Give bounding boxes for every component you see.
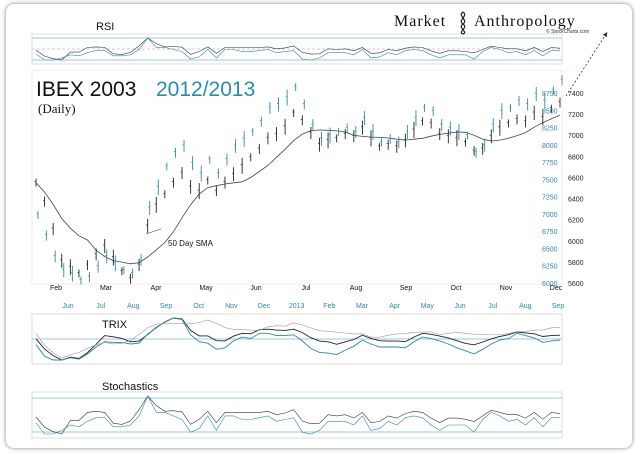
brand-first: Market xyxy=(394,13,446,30)
chart-svg: RSI Market Anthropology © StockCharts.co… xyxy=(31,11,608,439)
x-tick-2012-2013: Jun xyxy=(454,303,465,310)
sma-annotation: 50 Day SMA xyxy=(168,239,214,248)
x-tick-2003: Dec xyxy=(550,285,563,292)
brand-logo: Market Anthropology © StockCharts.com xyxy=(394,11,608,97)
stochastics-label: Stochastics xyxy=(102,381,159,393)
y-tick-2013: 6000 xyxy=(542,281,558,288)
price-panel: IBEX 2003 2012/2013 (Daily) 50 Day SMA 6… xyxy=(31,69,584,310)
y-axis-2012-2013: 6000 6250 6500 6750 7000 7250 7500 7750 8000 8250… xyxy=(542,91,558,288)
y-tick-2003: 6800 xyxy=(568,154,584,161)
bars-2003 xyxy=(34,97,561,284)
trix-signal-line xyxy=(35,319,561,359)
x-tick-2012-2013: Mar xyxy=(356,303,369,310)
projection-arrow xyxy=(565,31,608,97)
y-tick-2003: 6200 xyxy=(568,218,584,225)
x-axis-2003: Feb Mar Apr May Jun Jul Aug Sep Oct Nov Dec xyxy=(50,285,563,292)
trix-panel: TRIX xyxy=(31,313,563,365)
x-tick-2003: Apr xyxy=(151,285,163,292)
x-tick-2012-2013: Apr xyxy=(389,303,401,310)
x-tick-2012-2013: Jul xyxy=(96,303,105,310)
x-tick-2003: Sep xyxy=(400,285,413,292)
y-tick-2003: 7400 xyxy=(568,91,584,98)
y-tick-2013: 7000 xyxy=(542,212,558,219)
x-tick-2012-2013: Jun xyxy=(62,303,73,310)
x-tick-2012-2013: May xyxy=(421,303,435,310)
dna-icon xyxy=(460,11,466,35)
y-tick-2003: 5600 xyxy=(568,281,584,288)
y-tick-2003: 7000 xyxy=(568,133,584,140)
y-tick-2003: 5800 xyxy=(568,260,584,267)
x-tick-2012-2013: Dec xyxy=(258,303,271,310)
stochastics-panel: Stochastics xyxy=(31,381,563,439)
x-tick-2003: Jul xyxy=(302,285,311,292)
x-tick-2003: Aug xyxy=(350,285,363,292)
annotation-pointer xyxy=(145,228,162,235)
x-tick-2012-2013: 2013 xyxy=(289,303,305,310)
x-tick-2012-2013: Aug xyxy=(127,303,140,310)
x-tick-2003: Feb xyxy=(50,285,62,292)
x-tick-2003: May xyxy=(199,285,213,292)
y-tick-2003: 6000 xyxy=(568,239,584,246)
chart-subtitle: (Daily) xyxy=(38,101,76,116)
y-tick-2003: 7200 xyxy=(568,112,584,119)
x-tick-2003: Oct xyxy=(451,285,462,292)
stochastics-line-2003 xyxy=(35,395,561,435)
x-tick-2012-2013: Sep xyxy=(160,303,173,310)
x-tick-2012-2013: Nov xyxy=(225,303,238,310)
brand-sub: © StockCharts.com xyxy=(546,28,589,35)
rsi-line-2003 xyxy=(35,37,561,61)
sma-line xyxy=(35,114,561,265)
rsi-label: RSI xyxy=(96,21,114,33)
x-tick-2012-2013: Jul xyxy=(488,303,497,310)
y-tick-2013: 7750 xyxy=(542,160,558,167)
y-tick-2013: 8000 xyxy=(542,143,558,150)
y-axis-2003: 5600 5800 6000 6200 6400 6600 6800 7000 7200 7400 xyxy=(568,91,584,288)
x-tick-2012-2013: Feb xyxy=(323,303,335,310)
brand-second: Anthropology xyxy=(474,13,576,30)
stochastics-line-2013 xyxy=(35,395,560,435)
rsi-line-2013 xyxy=(35,37,560,61)
y-tick-2013: 7500 xyxy=(542,177,558,184)
x-tick-2012-2013: Sep xyxy=(552,303,565,310)
y-tick-2013: 8500 xyxy=(542,108,558,115)
y-tick-2013: 6500 xyxy=(542,246,558,253)
x-tick-2003: Mar xyxy=(100,285,113,292)
x-axis-2012-2013: Jun Jul Aug Sep Oct Nov Dec 2013 Feb Mar Apr May Jun… xyxy=(62,303,564,310)
x-tick-2012-2013: Oct xyxy=(193,303,204,310)
x-tick-2003: Jun xyxy=(250,285,261,292)
y-tick-2013: 8250 xyxy=(542,126,558,133)
chart-title-comparison: 2012/2013 xyxy=(156,78,255,101)
chart-title: IBEX 2003 xyxy=(36,78,136,101)
chart-frame: RSI Market Anthropology © StockCharts.co… xyxy=(6,4,632,448)
y-tick-2013: 7250 xyxy=(542,195,558,202)
y-tick-2013: 6750 xyxy=(542,229,558,236)
y-tick-2003: 6600 xyxy=(568,175,584,182)
trix-label: TRIX xyxy=(102,319,128,331)
y-tick-2013: 6250 xyxy=(542,264,558,271)
x-tick-2003: Nov xyxy=(500,285,513,292)
trix-line-2003 xyxy=(35,317,561,361)
rsi-panel: RSI xyxy=(31,21,563,65)
y-tick-2013: 8750 xyxy=(542,91,558,98)
x-tick-2012-2013: Aug xyxy=(519,303,532,310)
y-tick-2003: 6400 xyxy=(568,197,584,204)
bars-2013 xyxy=(36,75,563,285)
